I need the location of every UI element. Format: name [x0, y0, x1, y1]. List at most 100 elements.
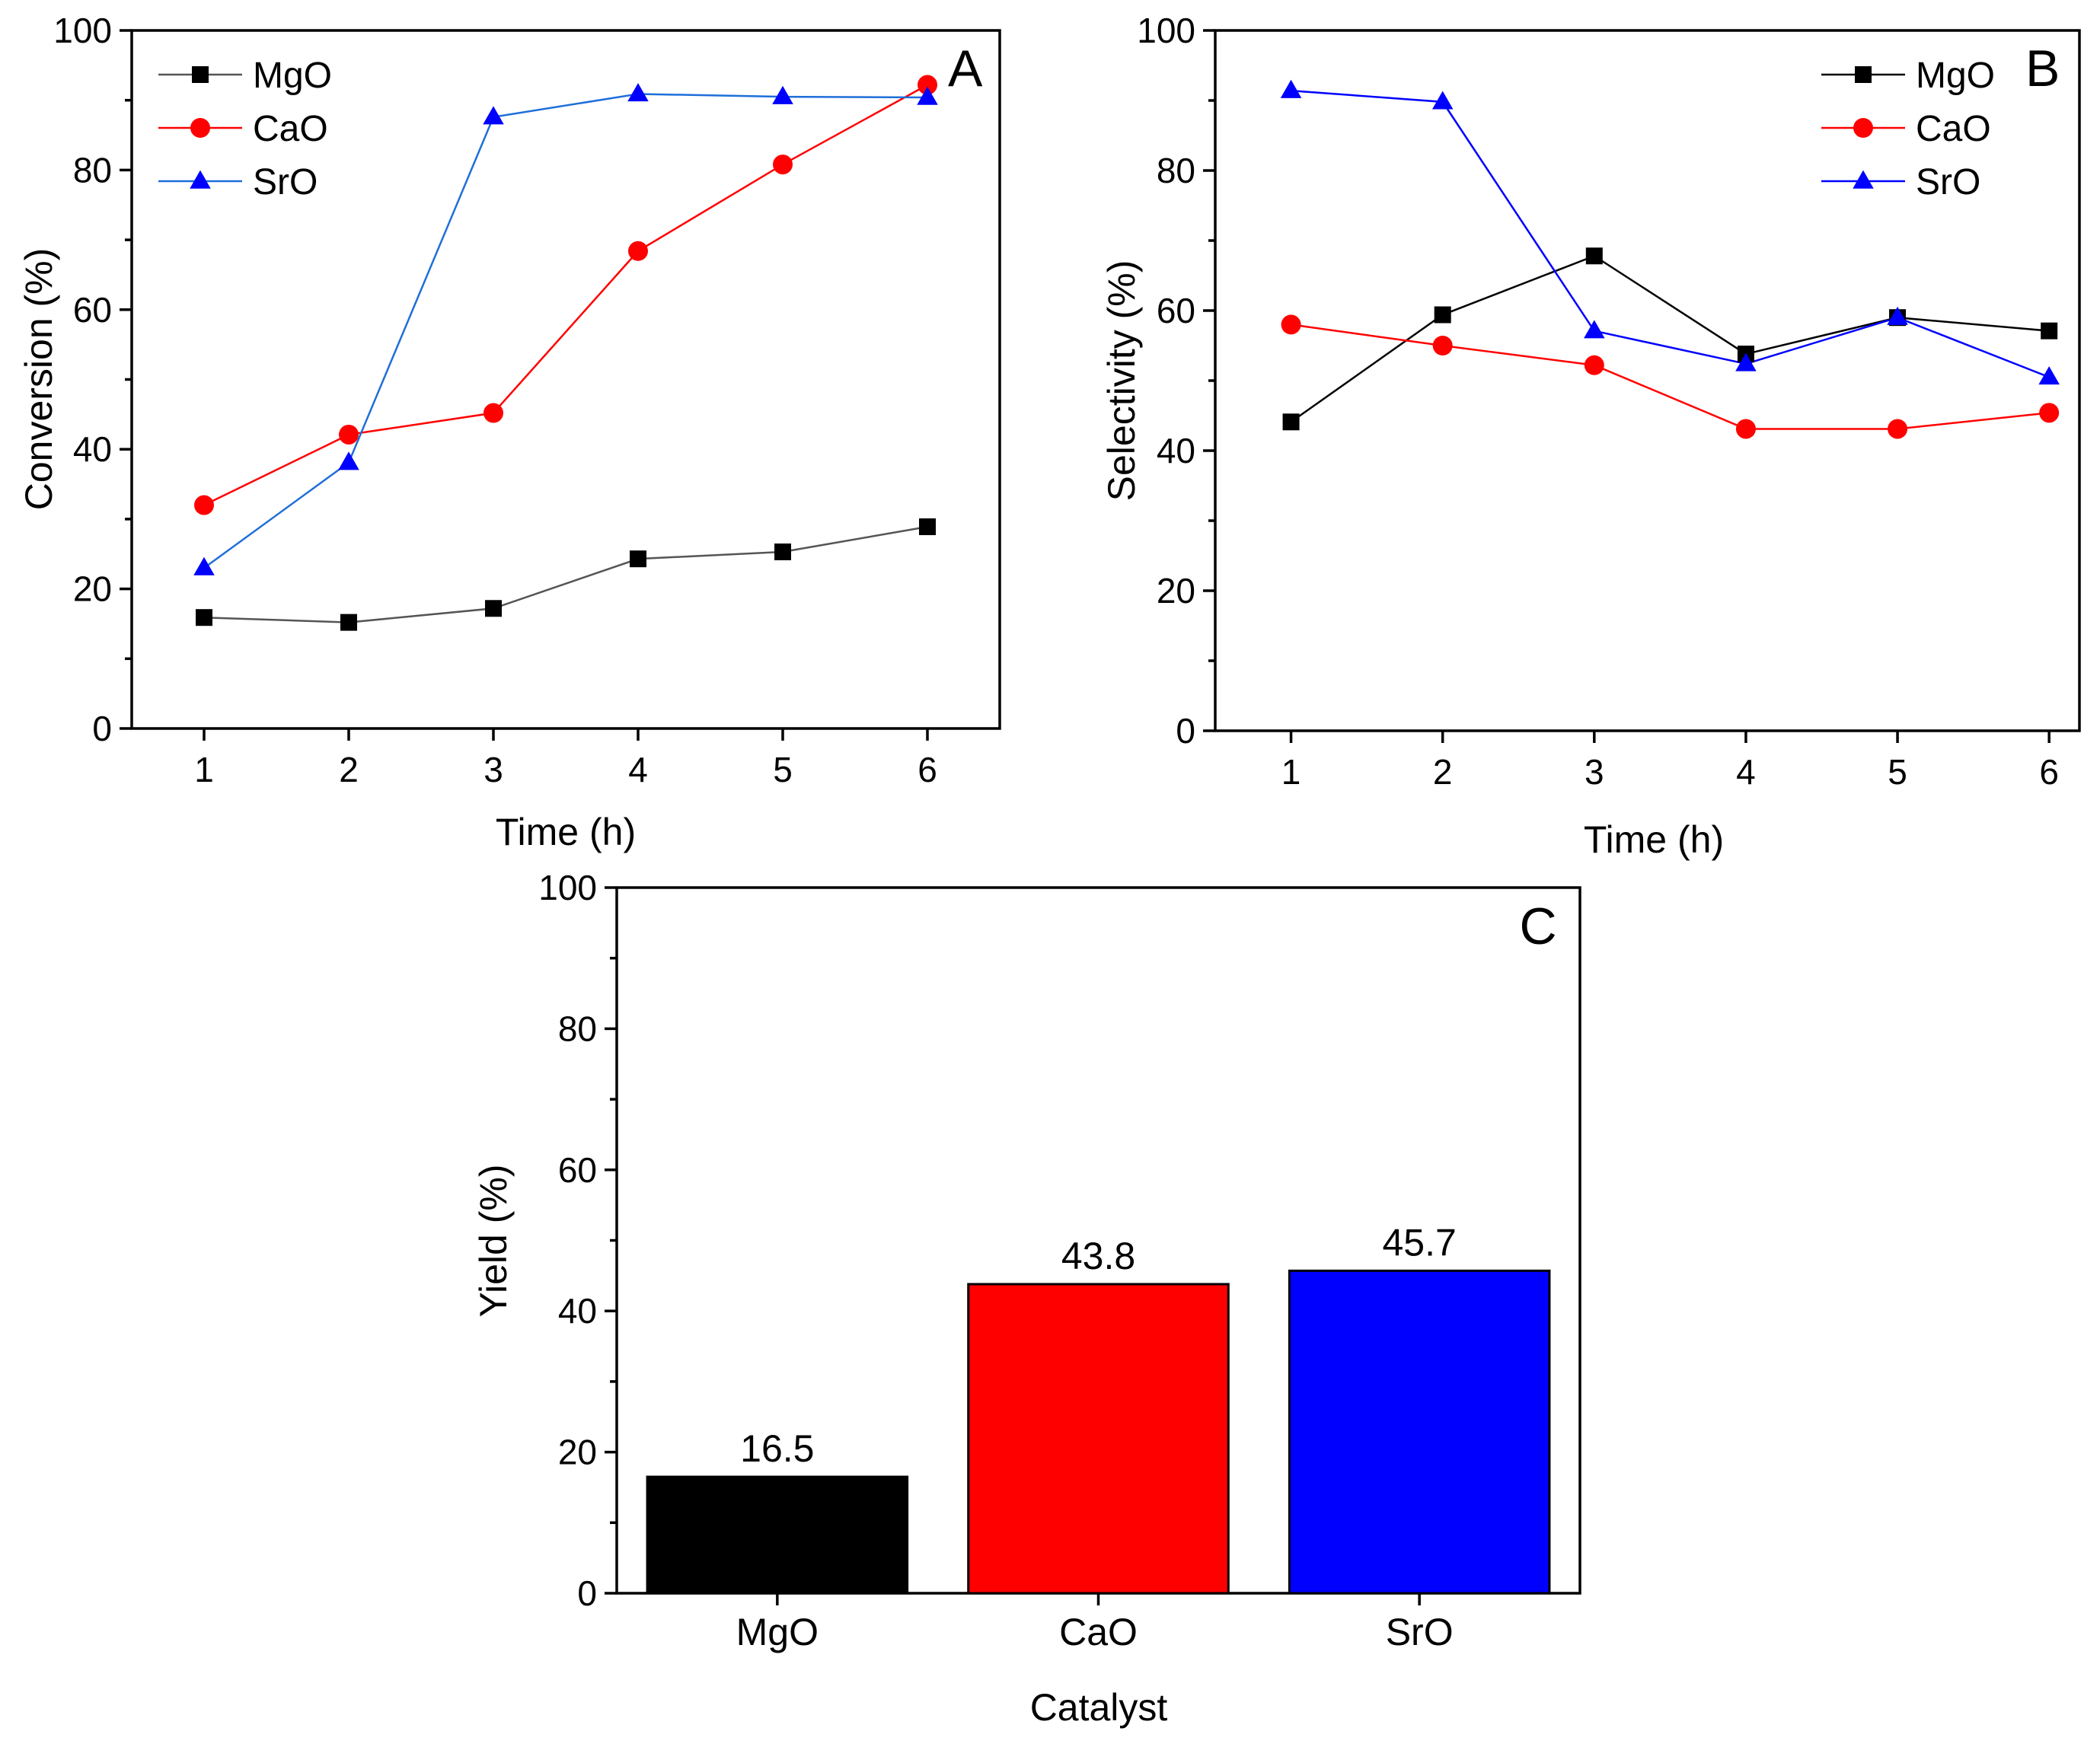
- b-point-cao: [1735, 419, 1756, 439]
- a-legend-marker-mgo: [192, 66, 209, 83]
- c-bar-value-label: 43.8: [1061, 1235, 1135, 1277]
- a-y-tick-label: 60: [73, 290, 112, 330]
- a-point-sro: [338, 451, 359, 470]
- panel-b-series-markers: [1280, 79, 2060, 439]
- b-point-cao: [1432, 336, 1453, 355]
- b-series-line-cao: [1291, 324, 2050, 430]
- c-y-tick-label: 80: [558, 1009, 597, 1048]
- a-y-tick-label: 40: [73, 429, 112, 469]
- a-point-sro: [193, 556, 215, 575]
- b-point-cao: [1281, 314, 1301, 335]
- a-y-tick-label: 80: [73, 150, 112, 190]
- c-bar-mgo: [646, 1475, 909, 1595]
- a-point-cao: [918, 75, 937, 95]
- b-series-line-mgo: [1290, 254, 2050, 423]
- panel-a-letter: A: [948, 40, 983, 97]
- a-point-sro: [483, 106, 504, 125]
- a-point-sro: [772, 85, 793, 104]
- c-y-tick-label: 20: [558, 1433, 597, 1472]
- b-x-tick-label: 3: [1585, 752, 1604, 792]
- b-legend-marker-mgo: [1855, 66, 1872, 83]
- panel-c-yield-chart: 0 20 40 60 80 100 16.5 43.8 45.7 MgO CaO SrO C Ca…: [472, 868, 1581, 1729]
- b-y-tick-label: 20: [1157, 571, 1195, 610]
- a-x-tick-label: 6: [918, 750, 937, 789]
- c-bar-sro: [1288, 1269, 1551, 1595]
- c-bar-value-label: 16.5: [740, 1427, 814, 1470]
- b-y-tick-label: 100: [1137, 11, 1195, 50]
- b-point-sro: [1735, 352, 1757, 371]
- panel-a-series-markers: [193, 75, 938, 631]
- a-point-mgo: [774, 543, 791, 560]
- a-legend-label-sro: SrO: [253, 162, 318, 202]
- panel-b-x-axis: 1 2 3 4 5 6: [1281, 731, 2059, 792]
- a-x-tick-label: 4: [628, 750, 648, 789]
- b-legend-label-cao: CaO: [1916, 109, 1991, 149]
- b-point-sro: [2038, 366, 2060, 385]
- a-point-mgo: [919, 518, 936, 535]
- panel-a-x-axis-label: Time (h): [496, 811, 636, 853]
- panel-b-y-axis: 0 20 40 60 80 100: [1137, 11, 1215, 751]
- a-series-line-cao: [203, 84, 928, 506]
- c-y-tick-label: 40: [558, 1291, 597, 1331]
- a-legend-label-mgo: MgO: [253, 56, 332, 96]
- b-point-sro: [1280, 79, 1302, 98]
- b-y-tick-label: 60: [1157, 291, 1195, 330]
- panel-a-y-axis: 0 20 40 60 80 100: [53, 11, 132, 748]
- a-x-tick-label: 1: [194, 750, 214, 789]
- a-point-cao: [628, 241, 648, 261]
- panel-b-series-lines: [1290, 89, 2050, 430]
- panel-c-y-axis: 0 20 40 60 80 100: [538, 868, 617, 1613]
- a-point-sro: [917, 86, 938, 105]
- c-y-tick-label: 0: [577, 1573, 597, 1613]
- c-bar-cao: [967, 1283, 1230, 1595]
- b-point-mgo: [1282, 413, 1300, 431]
- a-point-mgo: [485, 600, 502, 617]
- panel-c-x-axis-label: Catalyst: [1030, 1686, 1168, 1729]
- b-point-cao: [2039, 403, 2060, 423]
- a-y-tick-label: 100: [53, 11, 112, 50]
- a-legend-marker-sro: [190, 170, 211, 189]
- panel-a-x-axis: 1 2 3 4 5 6: [194, 728, 937, 789]
- a-series-line-mgo: [203, 525, 928, 623]
- b-point-mgo: [1434, 306, 1451, 324]
- panel-c-y-axis-label: Yield (%): [472, 1165, 515, 1318]
- panel-c-x-axis: MgO CaO SrO: [736, 1593, 1454, 1653]
- a-x-tick-label: 2: [339, 750, 359, 789]
- panel-a-series-lines: [203, 84, 928, 623]
- b-legend-label-mgo: MgO: [1916, 56, 1995, 96]
- panel-a-conversion-chart: 0 20 40 60 80 100 1 2 3 4 5 6 A Time (h) Conversio…: [18, 11, 1001, 853]
- b-legend-marker-cao: [1853, 118, 1873, 138]
- a-point-mgo: [340, 614, 357, 631]
- a-point-sro: [627, 83, 649, 102]
- panel-b-x-axis-label: Time (h): [1584, 818, 1724, 861]
- b-point-sro: [1887, 306, 1908, 325]
- b-point-mgo: [1585, 247, 1603, 265]
- panel-b-legend: MgO CaO SrO: [1821, 56, 1995, 202]
- b-x-tick-label: 5: [1888, 752, 1907, 792]
- a-legend-marker-cao: [190, 118, 210, 138]
- a-point-cao: [339, 424, 359, 445]
- a-point-cao: [194, 495, 214, 515]
- b-y-tick-label: 80: [1157, 151, 1195, 190]
- b-y-tick-label: 40: [1157, 431, 1195, 470]
- c-x-tick-label: MgO: [736, 1611, 819, 1653]
- b-point-cao: [1584, 355, 1604, 375]
- c-y-tick-label: 60: [558, 1150, 597, 1190]
- c-x-tick-label: CaO: [1059, 1611, 1138, 1653]
- c-bar-value-label: 45.7: [1383, 1221, 1457, 1264]
- panel-a-y-axis-label: Conversion (%): [18, 248, 60, 511]
- b-point-mgo: [2041, 322, 2058, 340]
- panel-c-letter: C: [1519, 897, 1556, 955]
- b-legend-label-sro: SrO: [1916, 162, 1980, 202]
- a-point-cao: [773, 155, 793, 175]
- panel-b-letter: B: [2025, 40, 2060, 97]
- panel-a-legend: MgO CaO SrO: [158, 56, 332, 202]
- b-point-sro: [1584, 320, 1605, 339]
- a-point-mgo: [630, 550, 646, 568]
- a-legend-label-cao: CaO: [253, 109, 328, 149]
- b-x-tick-label: 6: [2039, 752, 2059, 792]
- a-y-tick-label: 20: [73, 569, 112, 609]
- a-x-tick-label: 5: [773, 750, 793, 789]
- b-point-sro: [1431, 91, 1454, 110]
- a-point-mgo: [196, 609, 212, 626]
